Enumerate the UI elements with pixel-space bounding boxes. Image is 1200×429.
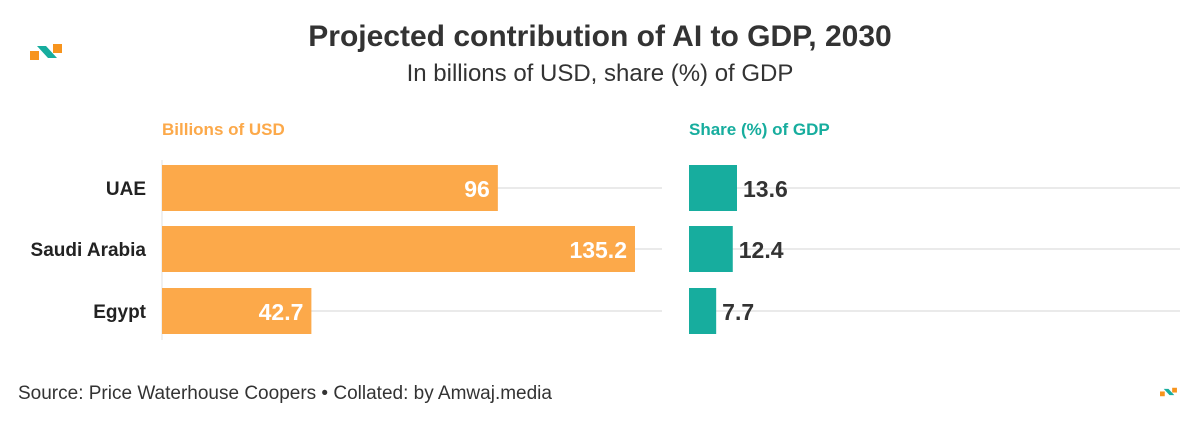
amwaj-logo-small bbox=[1160, 387, 1177, 397]
usd-bar bbox=[162, 288, 312, 334]
category-label: Saudi Arabia bbox=[31, 240, 147, 261]
usd-value-label: 96 bbox=[464, 176, 490, 202]
column-header-usd: Billions of USD bbox=[162, 120, 285, 139]
gdp-value-label: 7.7 bbox=[722, 299, 754, 325]
gdp-bar bbox=[689, 288, 717, 334]
amwaj-logo bbox=[30, 44, 62, 60]
gdp-bar bbox=[689, 226, 733, 272]
category-label: UAE bbox=[106, 179, 146, 200]
usd-value-label: 135.2 bbox=[569, 237, 627, 263]
gdp-bar bbox=[689, 165, 737, 211]
usd-bar bbox=[162, 165, 498, 211]
category-label: Egypt bbox=[93, 302, 146, 323]
gdp-value-label: 13.6 bbox=[743, 176, 788, 202]
gdp-value-label: 12.4 bbox=[739, 237, 784, 263]
usd-value-label: 42.7 bbox=[259, 299, 304, 325]
chart-subtitle: In billions of USD, share (%) of GDP bbox=[406, 60, 794, 87]
chart-title: Projected contribution of AI to GDP, 203… bbox=[308, 20, 892, 53]
source-note: Source: Price Waterhouse Coopers • Colla… bbox=[18, 383, 552, 404]
usd-bar bbox=[162, 226, 635, 272]
column-header-gdp: Share (%) of GDP bbox=[689, 120, 830, 139]
